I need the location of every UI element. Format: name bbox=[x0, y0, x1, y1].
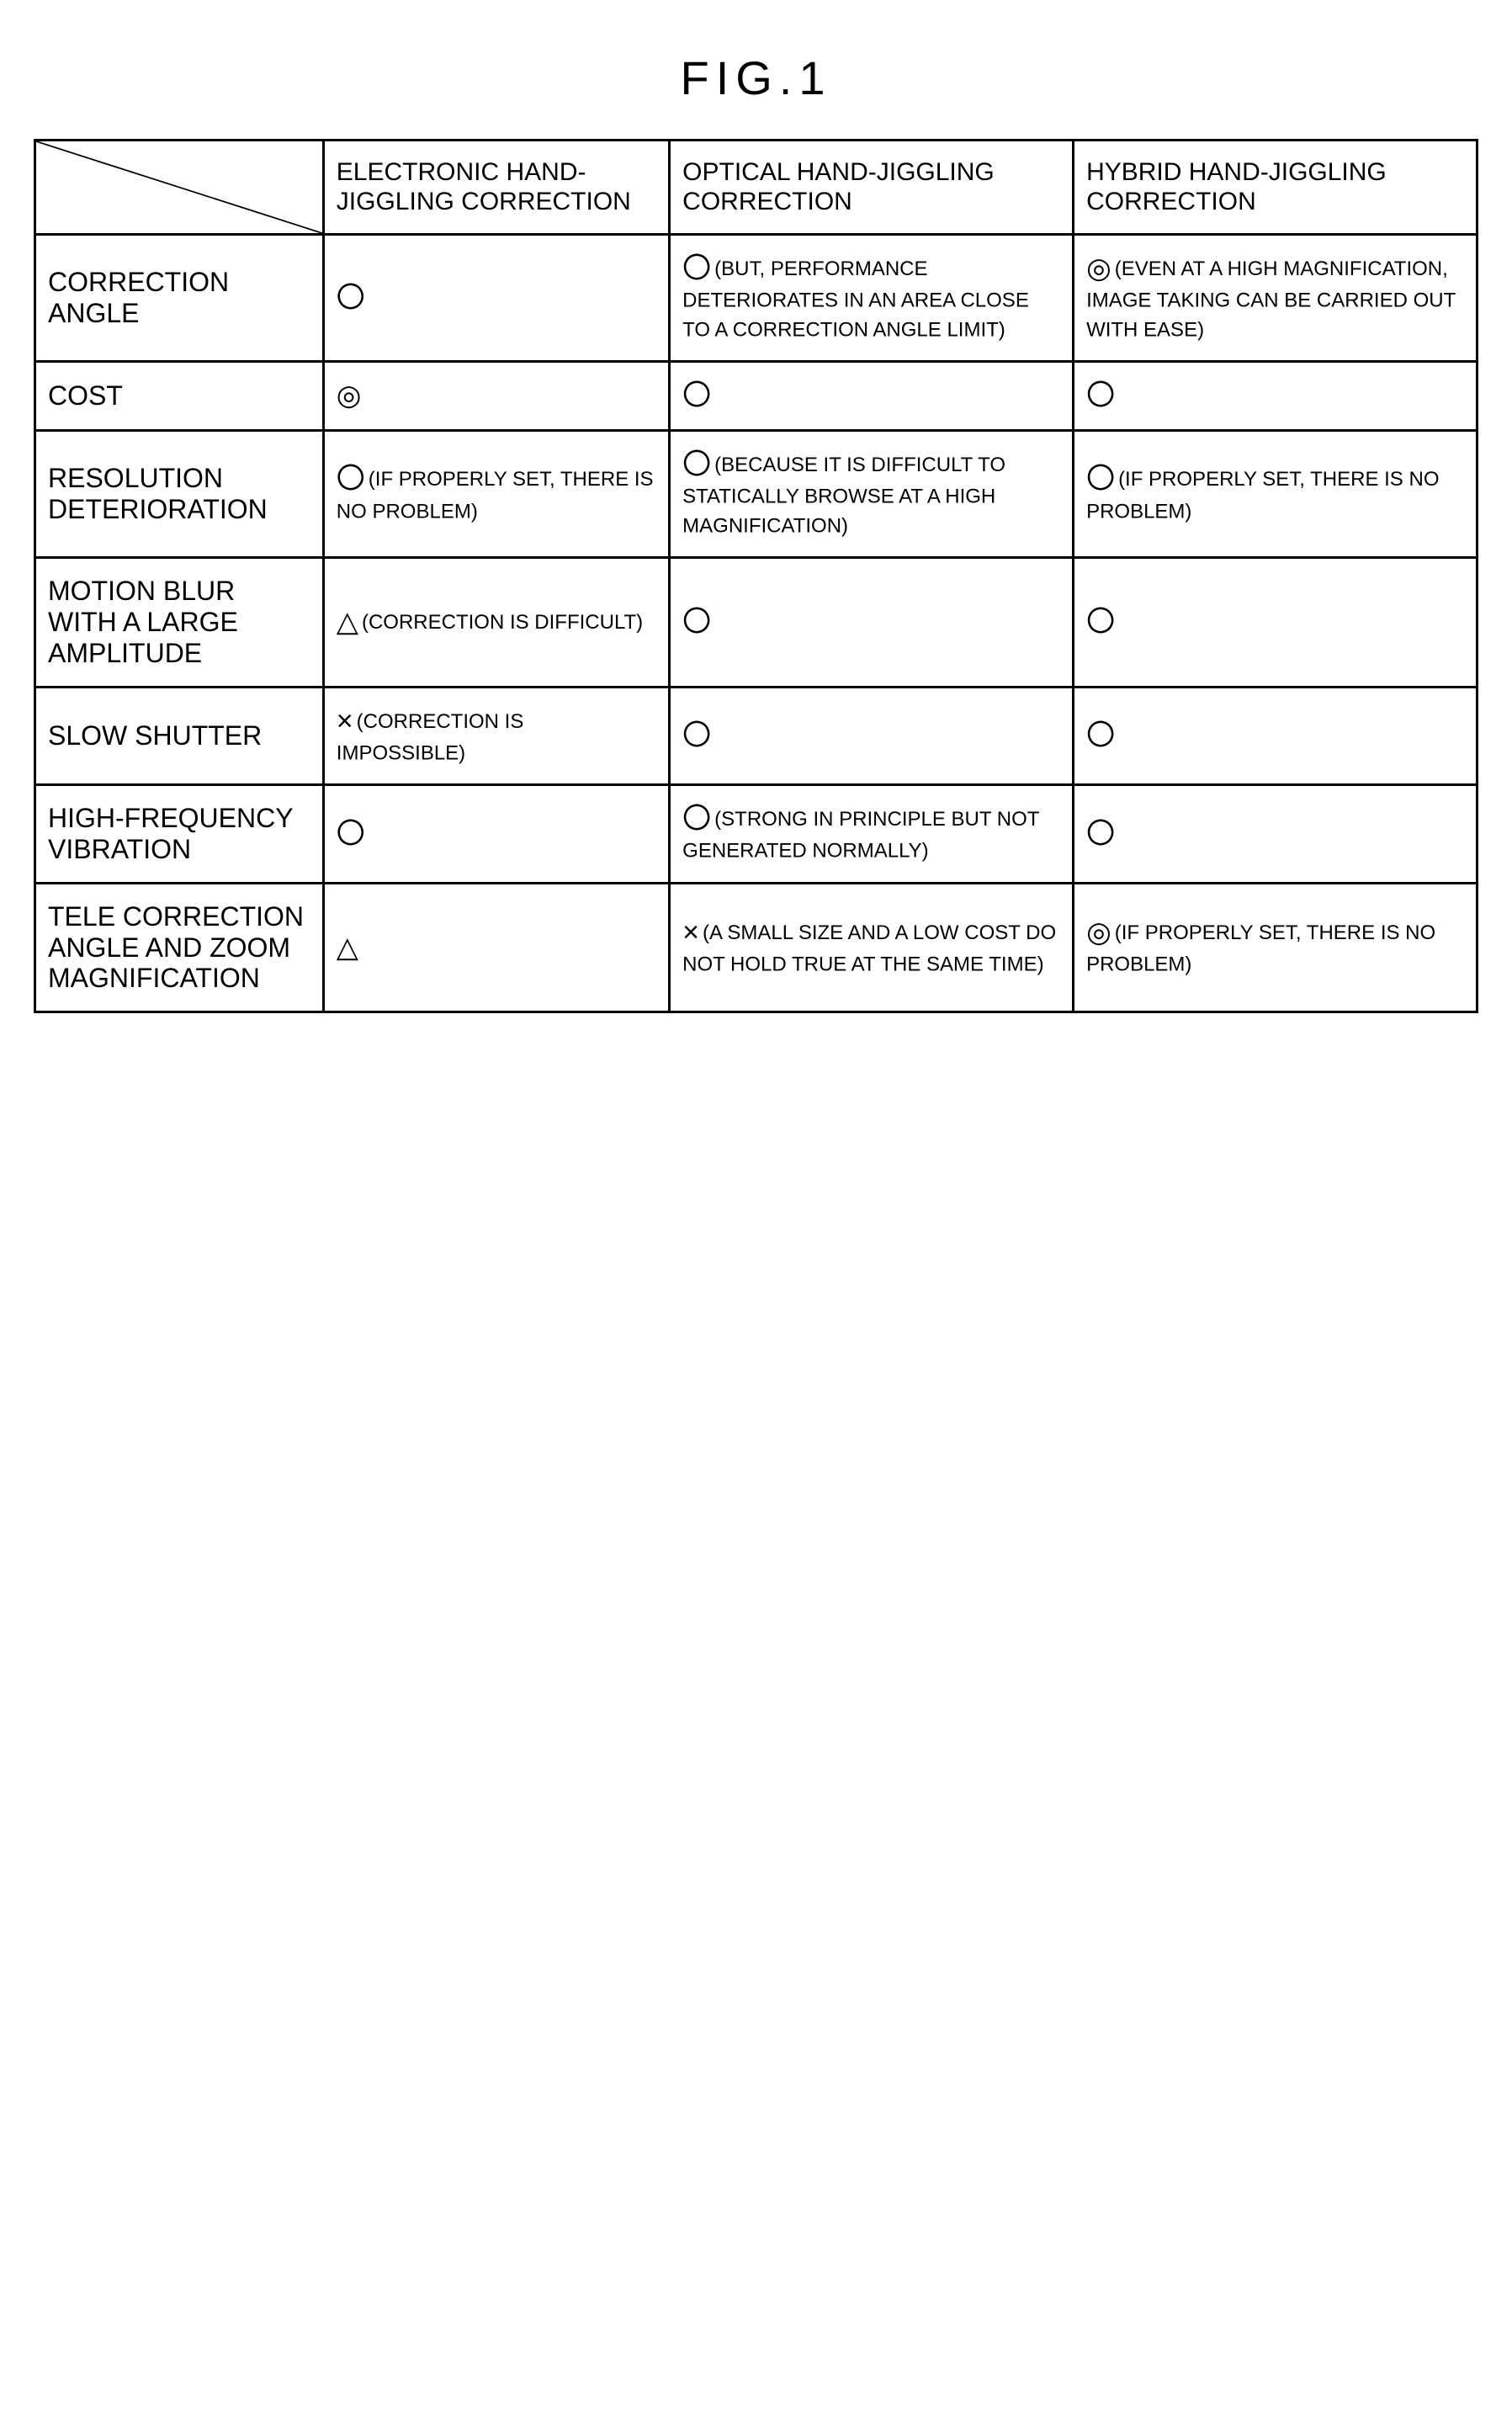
col-hybrid: HYBRID HAND-JIGGLING CORRECTION bbox=[1074, 141, 1478, 235]
cell: 〇 bbox=[670, 362, 1074, 431]
row-label: SLOW SHUTTER bbox=[35, 687, 324, 785]
symbol-icon: 〇 bbox=[1086, 606, 1115, 638]
symbol-icon: 〇 bbox=[682, 720, 711, 751]
cell: △ bbox=[323, 883, 669, 1012]
symbol-icon: × bbox=[337, 705, 353, 737]
symbol-icon: 〇 bbox=[682, 380, 711, 412]
cell-note: (IF PROPERLY SET, THERE IS NO PROBLEM) bbox=[337, 468, 654, 523]
cell: 〇 bbox=[670, 687, 1074, 785]
cell: ×(A SMALL SIZE AND A LOW COST DO NOT HOL… bbox=[670, 883, 1074, 1012]
cell: ◎(IF PROPERLY SET, THERE IS NO PROBLEM) bbox=[1074, 883, 1478, 1012]
cell-note: (EVEN AT A HIGH MAGNIFICATION, IMAGE TAK… bbox=[1086, 258, 1456, 341]
symbol-icon: × bbox=[682, 916, 699, 948]
table-row: CORRECTION ANGLE 〇 〇(BUT, PERFORMANCE DE… bbox=[35, 235, 1478, 362]
row-label: MOTION BLUR WITH A LARGE AMPLITUDE bbox=[35, 558, 324, 687]
cell: 〇(STRONG IN PRINCIPLE BUT NOT GENERATED … bbox=[670, 785, 1074, 884]
col-electronic: ELECTRONIC HAND-JIGGLING CORRECTION bbox=[323, 141, 669, 235]
header-blank bbox=[35, 141, 324, 235]
symbol-icon: ◎ bbox=[1086, 252, 1111, 284]
row-label: CORRECTION ANGLE bbox=[35, 235, 324, 362]
cell-note: (BUT, PERFORMANCE DETERIORATES IN AN ARE… bbox=[682, 258, 1029, 341]
cell: 〇 bbox=[1074, 687, 1478, 785]
cell: 〇(BUT, PERFORMANCE DETERIORATES IN AN AR… bbox=[670, 235, 1074, 362]
cell: ×(CORRECTION IS IMPOSSIBLE) bbox=[323, 687, 669, 785]
table-row: RESOLUTION DETERIORATION 〇(IF PROPERLY S… bbox=[35, 431, 1478, 558]
cell: 〇 bbox=[323, 235, 669, 362]
symbol-icon: 〇 bbox=[337, 463, 365, 495]
symbol-icon: 〇 bbox=[682, 252, 711, 284]
cell: ◎(EVEN AT A HIGH MAGNIFICATION, IMAGE TA… bbox=[1074, 235, 1478, 362]
symbol-icon: ◎ bbox=[337, 380, 362, 412]
cell-note: (IF PROPERLY SET, THERE IS NO PROBLEM) bbox=[1086, 921, 1435, 976]
symbol-icon: △ bbox=[337, 932, 358, 964]
table-row: MOTION BLUR WITH A LARGE AMPLITUDE △(COR… bbox=[35, 558, 1478, 687]
table-row: COST ◎ 〇 〇 bbox=[35, 362, 1478, 431]
comparison-table: ELECTRONIC HAND-JIGGLING CORRECTION OPTI… bbox=[34, 139, 1478, 1013]
cell: 〇 bbox=[1074, 785, 1478, 884]
cell-note: (BECAUSE IT IS DIFFICULT TO STATICALLY B… bbox=[682, 454, 1005, 537]
symbol-icon: 〇 bbox=[1086, 818, 1115, 850]
table-row: SLOW SHUTTER ×(CORRECTION IS IMPOSSIBLE)… bbox=[35, 687, 1478, 785]
cell-note: (IF PROPERLY SET, THERE IS NO PROBLEM) bbox=[1086, 468, 1439, 523]
symbol-icon: △ bbox=[337, 606, 358, 638]
cell: ◎ bbox=[323, 362, 669, 431]
cell-note: (A SMALL SIZE AND A LOW COST DO NOT HOLD… bbox=[682, 921, 1056, 976]
symbol-icon: 〇 bbox=[337, 282, 365, 314]
cell: 〇 bbox=[1074, 558, 1478, 687]
figure-title: FIG.1 bbox=[34, 50, 1478, 105]
cell: 〇(IF PROPERLY SET, THERE IS NO PROBLEM) bbox=[1074, 431, 1478, 558]
cell: 〇 bbox=[1074, 362, 1478, 431]
cell: 〇 bbox=[670, 558, 1074, 687]
cell-note: (CORRECTION IS IMPOSSIBLE) bbox=[337, 709, 524, 764]
col-optical: OPTICAL HAND-JIGGLING CORRECTION bbox=[670, 141, 1074, 235]
symbol-icon: 〇 bbox=[682, 606, 711, 638]
symbol-icon: 〇 bbox=[682, 449, 711, 481]
symbol-icon: 〇 bbox=[1086, 380, 1115, 412]
table-row: TELE CORRECTION ANGLE AND ZOOM MAGNIFICA… bbox=[35, 883, 1478, 1012]
row-label: RESOLUTION DETERIORATION bbox=[35, 431, 324, 558]
cell: 〇(IF PROPERLY SET, THERE IS NO PROBLEM) bbox=[323, 431, 669, 558]
row-label: COST bbox=[35, 362, 324, 431]
cell: 〇 bbox=[323, 785, 669, 884]
table-header-row: ELECTRONIC HAND-JIGGLING CORRECTION OPTI… bbox=[35, 141, 1478, 235]
table-row: HIGH-FREQUENCY VIBRATION 〇 〇(STRONG IN P… bbox=[35, 785, 1478, 884]
symbol-icon: 〇 bbox=[682, 803, 711, 835]
row-label: HIGH-FREQUENCY VIBRATION bbox=[35, 785, 324, 884]
symbol-icon: 〇 bbox=[337, 818, 365, 850]
symbol-icon: ◎ bbox=[1086, 916, 1111, 948]
symbol-icon: 〇 bbox=[1086, 720, 1115, 751]
cell-note: (CORRECTION IS DIFFICULT) bbox=[362, 611, 643, 634]
cell: 〇(BECAUSE IT IS DIFFICULT TO STATICALLY … bbox=[670, 431, 1074, 558]
cell-note: (STRONG IN PRINCIPLE BUT NOT GENERATED N… bbox=[682, 808, 1039, 863]
diagonal-icon bbox=[36, 141, 322, 233]
row-label: TELE CORRECTION ANGLE AND ZOOM MAGNIFICA… bbox=[35, 883, 324, 1012]
symbol-icon: 〇 bbox=[1086, 463, 1115, 495]
cell: △(CORRECTION IS DIFFICULT) bbox=[323, 558, 669, 687]
